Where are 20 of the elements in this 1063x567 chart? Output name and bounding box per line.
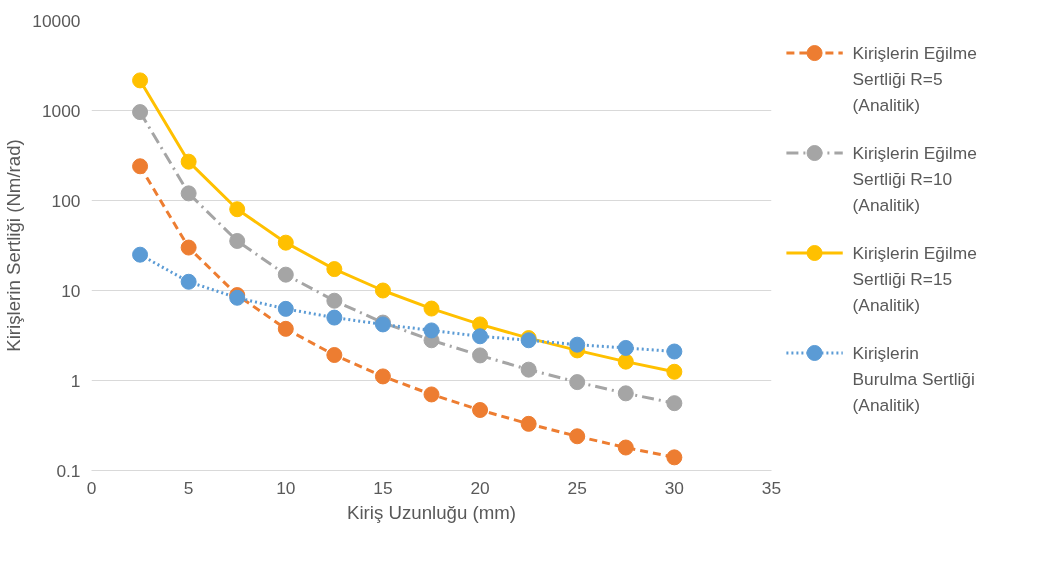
y-tick-label: 10: [61, 280, 81, 301]
y-tick-label: 0.1: [56, 460, 81, 481]
x-tick-label: 15: [373, 477, 393, 498]
legend-label: Kirişlerin Eğilme Sertliği R=15 (Analitik): [852, 243, 977, 315]
x-tick-label: 30: [664, 477, 684, 498]
x-axis-title: Kiriş Uzunluğu (mm): [347, 501, 516, 523]
legend-label: Kirişlerin Eğilme Sertliği R=5 (Analitik): [852, 43, 977, 116]
y-tick-label: 100: [51, 190, 81, 211]
y-tick-label: 10000: [32, 10, 81, 31]
y-axis-title: Kirişlerin Sertliği (Nm/rad): [3, 139, 25, 352]
y-tick-label: 1: [70, 370, 81, 391]
x-tick-label: 35: [761, 477, 782, 498]
legend-label: Kirişlerin Burulma Sertliği (Analitik): [852, 342, 975, 415]
x-tick-label: 10: [276, 477, 296, 498]
legend-label: Kirişlerin Eğilme Sertliği R=10 (Analitik): [852, 143, 977, 216]
y-tick-label: 1000: [41, 100, 81, 121]
x-tick-label: 25: [567, 477, 587, 498]
x-tick-label: 20: [470, 477, 490, 498]
x-tick-label: 0: [86, 477, 97, 498]
x-tick-label: 5: [183, 477, 194, 498]
